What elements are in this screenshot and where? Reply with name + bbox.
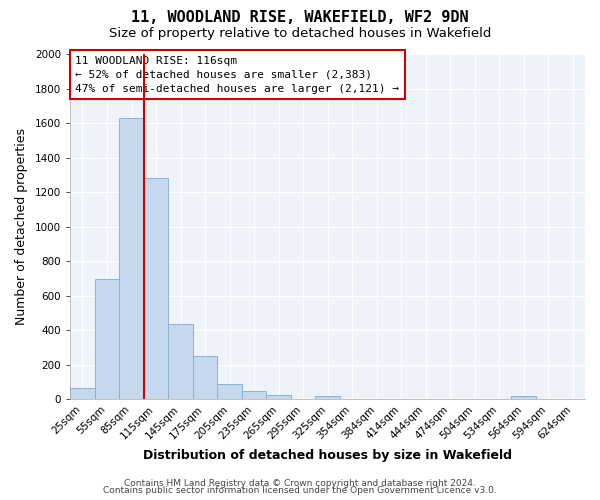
Text: 11 WOODLAND RISE: 116sqm
← 52% of detached houses are smaller (2,383)
47% of sem: 11 WOODLAND RISE: 116sqm ← 52% of detach… (76, 56, 400, 94)
Text: Contains HM Land Registry data © Crown copyright and database right 2024.: Contains HM Land Registry data © Crown c… (124, 478, 476, 488)
Text: 11, WOODLAND RISE, WAKEFIELD, WF2 9DN: 11, WOODLAND RISE, WAKEFIELD, WF2 9DN (131, 10, 469, 25)
Bar (144, 178, 168, 400)
Bar (70, 388, 95, 400)
Bar (242, 391, 266, 400)
Text: Contains public sector information licensed under the Open Government Licence v3: Contains public sector information licen… (103, 486, 497, 495)
Bar (316, 396, 340, 400)
Bar (168, 324, 193, 400)
Bar (266, 394, 291, 400)
Y-axis label: Number of detached properties: Number of detached properties (15, 128, 28, 325)
Text: Size of property relative to detached houses in Wakefield: Size of property relative to detached ho… (109, 28, 491, 40)
Bar (193, 356, 217, 400)
Bar (511, 396, 536, 400)
X-axis label: Distribution of detached houses by size in Wakefield: Distribution of detached houses by size … (143, 450, 512, 462)
Bar (119, 118, 144, 400)
Bar (217, 384, 242, 400)
Bar (95, 280, 119, 400)
